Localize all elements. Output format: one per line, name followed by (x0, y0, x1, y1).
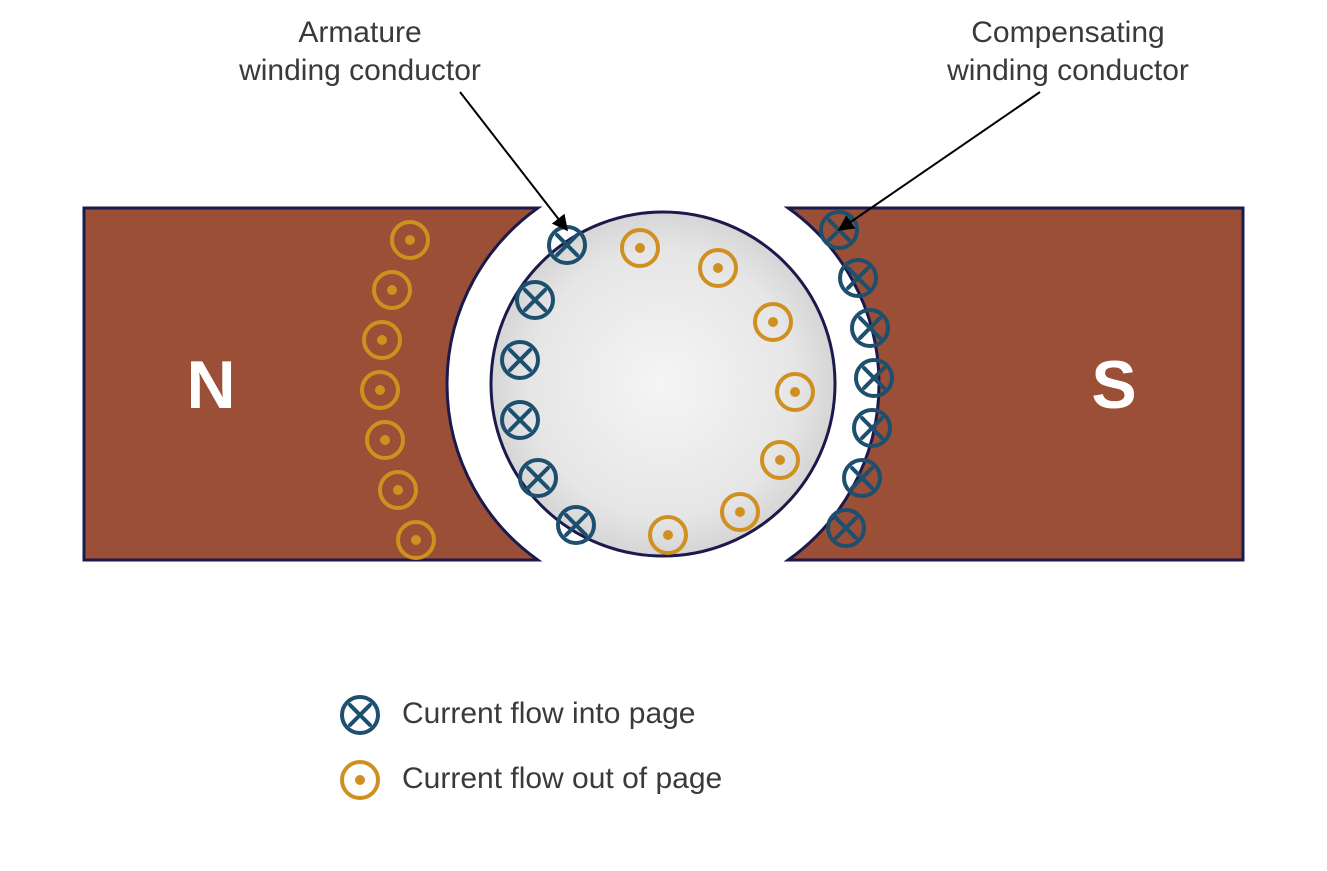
compensating-annotation-line1: Compensating (971, 16, 1164, 49)
armature-rotor (491, 212, 835, 556)
armature-annotation-line2: winding conductor (238, 54, 481, 87)
compensating-annotation-line2: winding conductor (946, 54, 1189, 87)
south-pole-label: S (1091, 347, 1136, 423)
legend-dot-symbol (342, 762, 378, 798)
north-pole-label: N (186, 347, 235, 423)
legend-out-of-page-label: Current flow out of page (402, 762, 722, 795)
north-pole (84, 208, 538, 560)
legend-into-page-label: Current flow into page (402, 697, 696, 730)
armature-annotation-line1: Armature (298, 16, 421, 49)
motor-cross-section-diagram: N S Armature winding conductor Compensat… (0, 0, 1327, 871)
legend-cross-symbol (342, 697, 378, 733)
